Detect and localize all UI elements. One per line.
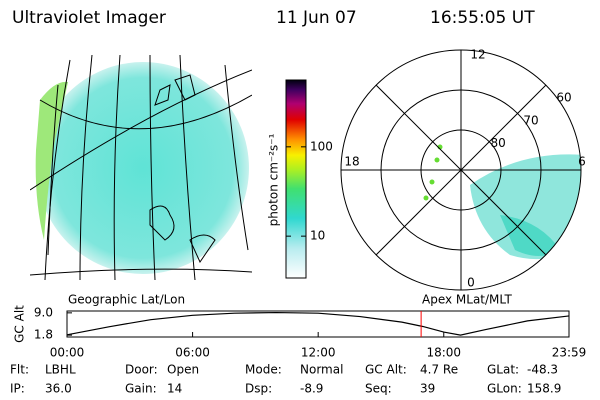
y-axis-label: GC Alt bbox=[13, 305, 27, 343]
y-tick-label: 1.8 bbox=[34, 328, 53, 342]
x-tick-label: 12:00 bbox=[301, 346, 336, 360]
uv-spot bbox=[429, 179, 435, 185]
field-value: 158.9 bbox=[527, 382, 561, 396]
uv-oval-core bbox=[500, 215, 560, 256]
field-value: -8.9 bbox=[300, 382, 323, 396]
time: 16:55:05 UT bbox=[430, 8, 535, 28]
field-value: -48.3 bbox=[527, 363, 558, 377]
title: Ultraviolet Imager bbox=[12, 8, 166, 28]
field-value: Open bbox=[167, 363, 199, 377]
uv-spot bbox=[434, 157, 440, 163]
field-label: GLat: bbox=[487, 363, 519, 377]
map-label: Apex MLat/MLT bbox=[422, 293, 512, 307]
mlt-label: 0 bbox=[467, 276, 475, 290]
geo-map bbox=[30, 55, 252, 280]
field-label: Mode: bbox=[245, 363, 282, 377]
field-value: 14 bbox=[167, 382, 182, 396]
map-label: Geographic Lat/Lon bbox=[68, 293, 185, 307]
altitude-line bbox=[66, 311, 570, 336]
mlat-label: 80 bbox=[491, 136, 506, 150]
field-label: GLon: bbox=[487, 382, 522, 396]
field-label: Gain: bbox=[125, 382, 157, 396]
field-label: Dsp: bbox=[245, 382, 272, 396]
mlt-label: 6 bbox=[578, 155, 586, 169]
mlat-label: 60 bbox=[556, 91, 571, 105]
colorbar-tick-label: 100 bbox=[310, 139, 333, 153]
mlt-label: 18 bbox=[344, 155, 359, 169]
mlt-label: 12 bbox=[470, 48, 485, 62]
field-label: IP: bbox=[10, 382, 25, 396]
uv-crescent bbox=[35, 81, 68, 241]
polar-spokes bbox=[341, 50, 581, 290]
field-value: 39 bbox=[420, 382, 435, 396]
x-tick-label: 18:00 bbox=[426, 346, 461, 360]
mlat-label: 70 bbox=[523, 113, 538, 127]
x-tick-label: 00:00 bbox=[50, 346, 85, 360]
polar-map: 12 18 6 0 bbox=[340, 48, 586, 291]
field-label: Door: bbox=[125, 363, 158, 377]
uv-disk bbox=[37, 62, 249, 274]
graticule bbox=[30, 55, 252, 280]
colorbar-label: photon cm⁻²s⁻¹ bbox=[267, 133, 281, 226]
x-tick-label: 23:59 bbox=[552, 346, 587, 360]
colorbar bbox=[285, 79, 307, 279]
field-value: 4.7 Re bbox=[420, 363, 458, 377]
field-label: Seq: bbox=[365, 382, 392, 396]
field-label: Flt: bbox=[10, 363, 29, 377]
field-value: Normal bbox=[300, 363, 343, 377]
x-tick-label: 06:00 bbox=[175, 346, 210, 360]
field-value: 36.0 bbox=[45, 382, 72, 396]
uv-spot bbox=[423, 195, 429, 201]
field-value: LBHL bbox=[45, 363, 76, 377]
colorbar-tick-label: 10 bbox=[310, 229, 325, 243]
y-tick-label: 9.0 bbox=[34, 305, 53, 319]
date: 11 Jun 07 bbox=[276, 8, 357, 28]
field-label: GC Alt: bbox=[365, 363, 407, 377]
